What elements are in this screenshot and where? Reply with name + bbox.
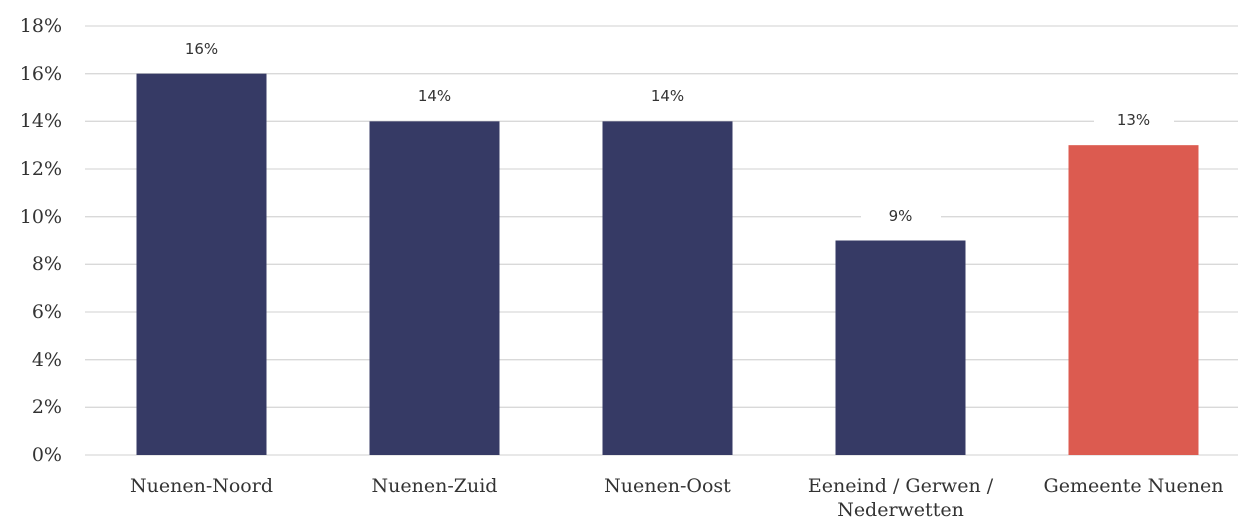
data-label: 14% [627,87,708,106]
x-tick-label: Nuenen-Zuid [371,475,498,497]
bar [1068,145,1199,455]
data-label: 9% [860,206,941,225]
y-tick-label: 14% [19,110,62,133]
y-tick-label: 16% [19,62,62,85]
data-label: 14% [394,87,475,106]
bar [136,73,267,456]
y-tick-label: 2% [31,396,62,419]
y-tick-label: 6% [31,301,62,323]
x-tick-label: Eeneind / Gerwen / Nederwetten [807,475,994,521]
x-tick-label: Nuenen-Noord [130,475,273,497]
x-tick-label: Nuenen-Oost [604,475,731,497]
bar [369,121,500,455]
y-tick-label: 12% [19,158,62,180]
y-tick-label: 0% [31,444,62,466]
x-tick-label: Gemeente Nuenen [1043,475,1224,497]
y-tick-label: 18% [19,15,62,37]
data-label: 13% [1093,111,1174,130]
y-tick-label: 8% [31,253,62,276]
data-label: 16% [161,39,242,58]
y-tick-label: 10% [19,205,62,228]
bar [835,240,966,455]
bar [602,121,733,455]
y-tick-label: 4% [31,348,62,371]
